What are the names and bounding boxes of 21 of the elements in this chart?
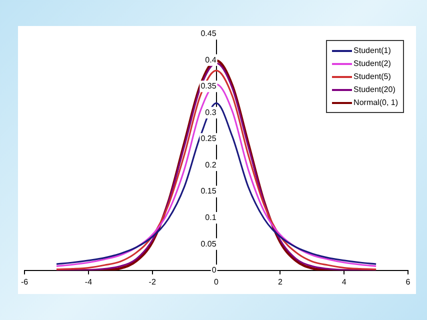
legend-label: Normal(0, 1)	[354, 98, 398, 107]
y-tick-label: 0.15	[200, 186, 217, 196]
x-tick-label: -2	[148, 277, 156, 286]
x-tick-label: 2	[278, 277, 283, 286]
y-tick-label: 0.2	[205, 160, 217, 170]
legend-label: Student(5)	[354, 72, 391, 81]
y-tick-label: 0.45	[200, 29, 217, 38]
x-tick-label: 6	[406, 277, 411, 286]
x-tick-label: 4	[342, 277, 347, 286]
legend-label: Student(2)	[354, 59, 391, 68]
y-tick-label: 0.25	[200, 134, 217, 144]
y-tick-label: 0.3	[205, 108, 217, 117]
y-tick-label: 0.05	[200, 239, 217, 248]
y-tick-label: 0.35	[200, 82, 217, 91]
y-tick-label: 0	[212, 266, 217, 275]
x-tick-label: -6	[20, 277, 29, 286]
legend-label: Student(1)	[354, 46, 391, 55]
y-tick-label: 0.1	[205, 213, 217, 222]
x-tick-label: -4	[84, 277, 93, 286]
y-tick-label: 0.4	[205, 55, 217, 64]
legend-label: Student(20)	[354, 85, 396, 94]
